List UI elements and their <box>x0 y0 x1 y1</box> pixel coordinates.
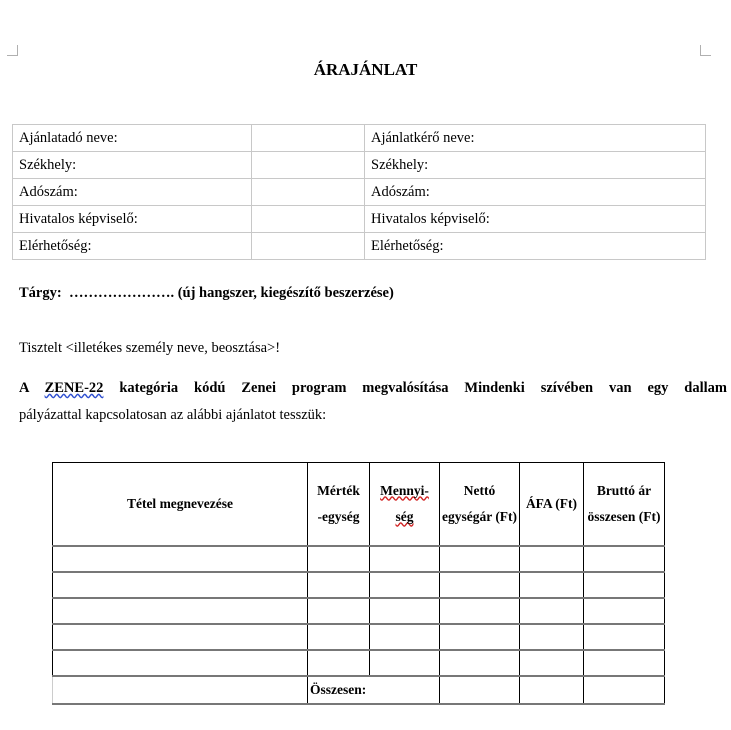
table-row <box>52 544 665 573</box>
cell[interactable] <box>369 570 440 599</box>
total-net-cell[interactable] <box>439 674 520 705</box>
cell[interactable] <box>52 570 308 599</box>
cell[interactable] <box>439 570 520 599</box>
field-label[interactable]: Ajánlatadó neve: <box>12 124 252 152</box>
cell[interactable] <box>307 544 370 573</box>
header-quantity: Mennyi-ség <box>369 462 440 546</box>
cell[interactable] <box>52 648 308 677</box>
header-net-unit-price: Nettó egységár (Ft) <box>439 462 520 546</box>
table-row <box>52 596 665 625</box>
cell[interactable] <box>439 622 520 651</box>
header-item-name: Tétel megnevezése <box>52 462 308 546</box>
cell[interactable] <box>307 622 370 651</box>
total-gross-cell[interactable] <box>583 674 665 705</box>
table-row: Székhely: Székhely: <box>12 151 706 179</box>
margin-corner-mark <box>7 45 18 56</box>
margin-corner-mark <box>700 45 711 56</box>
cell[interactable] <box>307 648 370 677</box>
field-value[interactable] <box>251 124 365 152</box>
cell[interactable] <box>52 544 308 573</box>
field-label[interactable]: Adószám: <box>364 178 706 206</box>
header-qty-line: ség <box>395 508 414 524</box>
subject-label: Tárgy: <box>19 285 62 301</box>
field-label[interactable]: Hivatalos képviselő: <box>364 205 706 233</box>
field-label[interactable]: Hivatalos képviselő: <box>12 205 252 233</box>
field-label[interactable]: Székhely: <box>12 151 252 179</box>
cell[interactable] <box>307 570 370 599</box>
field-value[interactable] <box>251 178 365 206</box>
table-row: Elérhetőség: Elérhetőség: <box>12 232 706 260</box>
cell[interactable] <box>439 596 520 625</box>
cell[interactable] <box>439 648 520 677</box>
cell[interactable] <box>369 596 440 625</box>
cell[interactable] <box>52 674 308 705</box>
intro-line-1[interactable]: A ZENE-22 kategória kódú Zenei program m… <box>19 380 727 397</box>
document-title: ÁRAJÁNLAT <box>313 60 418 79</box>
intro-word: A <box>19 380 29 396</box>
header-unit-line: Mérték <box>317 482 360 498</box>
cell[interactable] <box>369 544 440 573</box>
cell[interactable] <box>439 544 520 573</box>
table-row: Adószám: Adószám: <box>12 178 706 206</box>
intro-line-2[interactable]: pályázattal kapcsolatosan az alábbi aján… <box>19 407 327 423</box>
table-row <box>52 570 665 599</box>
header-gross-total: Bruttó ár összesen (Ft) <box>583 462 665 546</box>
table-row: Ajánlatadó neve: Ajánlatkérő neve: <box>12 124 706 152</box>
cell[interactable] <box>519 544 584 573</box>
field-value[interactable] <box>251 151 365 179</box>
greeting[interactable]: Tisztelt <illetékes személy neve, beoszt… <box>19 340 281 356</box>
table-header-row: Tétel megnevezése Mérték -egység Mennyi-s… <box>52 462 665 546</box>
items-table: Tétel megnevezése Mérték -egység Mennyi-s… <box>52 462 665 705</box>
header-unit-line: -egység <box>317 508 360 524</box>
total-vat-cell[interactable] <box>519 674 584 705</box>
cell[interactable] <box>52 622 308 651</box>
field-label[interactable]: Adószám: <box>12 178 252 206</box>
table-row <box>52 648 665 677</box>
cell[interactable] <box>307 596 370 625</box>
total-row: Összesen: <box>52 674 665 705</box>
cell[interactable] <box>583 596 665 625</box>
cell[interactable] <box>583 648 665 677</box>
total-label: Összesen: <box>307 674 440 705</box>
header-vat: ÁFA (Ft) <box>519 462 584 546</box>
subject-line[interactable]: Tárgy: …………………. (új hangszer, kiegészítő… <box>19 285 394 302</box>
intro-bold-text: kategória kódú Zenei program megvalósítá… <box>119 380 727 396</box>
cell[interactable] <box>369 648 440 677</box>
header-unit: Mérték -egység <box>307 462 370 546</box>
field-label[interactable]: Ajánlatkérő neve: <box>364 124 706 152</box>
field-label[interactable]: Elérhetőség: <box>12 232 252 260</box>
cell[interactable] <box>583 622 665 651</box>
category-code: ZENE-22 <box>44 380 104 396</box>
cell[interactable] <box>583 570 665 599</box>
field-value[interactable] <box>251 205 365 233</box>
cell[interactable] <box>519 570 584 599</box>
cell[interactable] <box>519 648 584 677</box>
cell[interactable] <box>52 596 308 625</box>
table-row: Hivatalos képviselő: Hivatalos képviselő: <box>12 205 706 233</box>
field-label[interactable]: Székhely: <box>364 151 706 179</box>
table-row <box>52 622 665 651</box>
cell[interactable] <box>519 596 584 625</box>
cell[interactable] <box>369 622 440 651</box>
subject-text: …………………. (új hangszer, kiegészítő beszer… <box>68 285 394 301</box>
header-qty-line: Mennyi- <box>380 482 429 498</box>
cell[interactable] <box>583 544 665 573</box>
parties-table: Ajánlatadó neve: Ajánlatkérő neve: Székhe… <box>12 124 706 260</box>
field-value[interactable] <box>251 232 365 260</box>
field-label[interactable]: Elérhetőség: <box>364 232 706 260</box>
cell[interactable] <box>519 622 584 651</box>
